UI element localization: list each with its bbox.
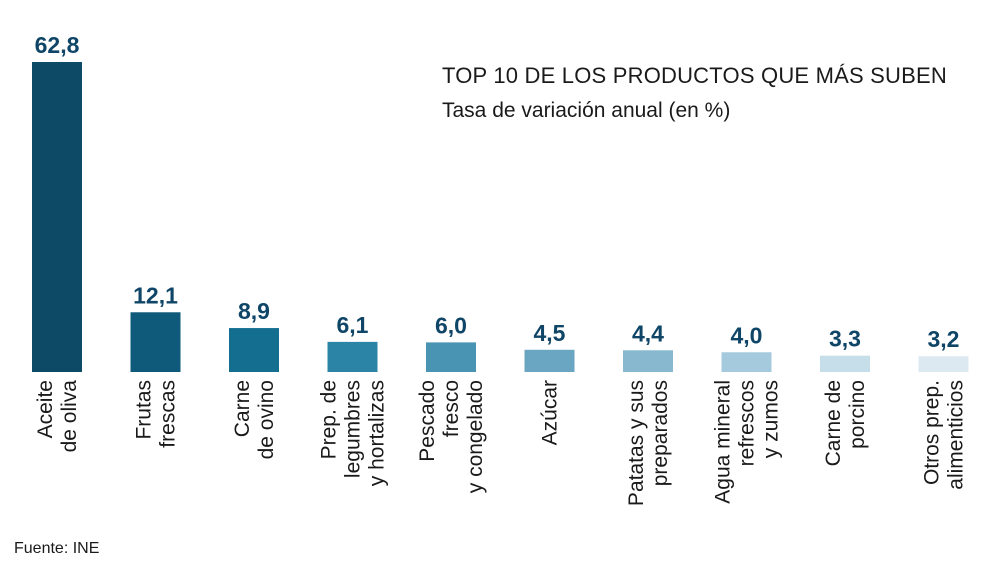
category-label-10: Otros prep. alimenticios: [921, 380, 968, 490]
chart-title: TOP 10 DE LOS PRODUCTOS QUE MÁS SUBEN: [442, 63, 947, 88]
category-label-2-line-2: frescas: [157, 380, 180, 448]
bar-8: [721, 352, 772, 372]
value-label-10: 3,2: [928, 326, 960, 352]
bar-2: [130, 312, 181, 372]
category-label-1-line-1: Aceite: [34, 380, 57, 438]
category-label-9-line-2: porcino: [846, 380, 869, 449]
category-label-5-line-1: Pescado: [416, 380, 439, 462]
value-label-5: 6,0: [435, 312, 467, 338]
bar-7: [623, 350, 673, 372]
value-label-4: 6,1: [337, 312, 369, 338]
category-label-7-line-1: Patatas y sus: [625, 380, 648, 506]
category-label-1: Aceite de oliva: [34, 380, 81, 453]
category-label-4-line-2: legumbres: [342, 380, 365, 478]
value-label-6: 4,5: [534, 320, 566, 346]
category-label-3-line-1: Carne: [231, 380, 254, 437]
bar-4: [327, 341, 378, 372]
bar-1: [32, 62, 82, 372]
category-labels-group: Aceite de oliva Frutas frescas Carne de ovino…: [34, 380, 968, 506]
category-label-2-line-1: Frutas: [133, 380, 156, 440]
category-label-8-line-1: Agua mineral: [712, 380, 735, 504]
category-label-4-line-3: y hortalizas: [366, 380, 389, 486]
value-label-7: 4,4: [632, 320, 664, 346]
value-label-1: 62,8: [35, 32, 80, 58]
bars-group: [32, 62, 969, 372]
value-label-8: 4,0: [731, 322, 763, 348]
bar-5: [426, 342, 476, 372]
category-label-4-line-1: Prep. de: [318, 380, 341, 459]
value-label-3: 8,9: [238, 298, 270, 324]
category-label-8: Agua mineral refrescos y zumos: [712, 380, 783, 504]
chart-subtitle: Tasa de variación anual (en %): [442, 99, 730, 122]
category-label-7: Patatas y sus preparados: [625, 380, 672, 506]
category-label-6-line-1: Azúcar: [539, 380, 562, 445]
category-label-5: Pescado fresco y congelado: [416, 380, 487, 493]
category-label-3: Carne de ovino: [231, 380, 278, 459]
value-labels-group: 62,8 12,1 8,9 6,1 6,0 4,5 4,4 4,0 3,3 3,2: [35, 32, 960, 352]
category-label-9-line-1: Carne de: [822, 380, 845, 466]
category-label-2: Frutas frescas: [133, 380, 180, 448]
source-note: Fuente: INE: [14, 540, 99, 557]
category-label-10-line-2: alimenticios: [945, 380, 968, 490]
category-label-1-line-2: de oliva: [58, 380, 81, 453]
category-label-8-line-3: y zumos: [760, 380, 783, 458]
bar-10: [918, 356, 969, 372]
bar-3: [229, 328, 279, 372]
category-label-8-line-2: refrescos: [736, 380, 759, 466]
bar-6: [524, 349, 575, 372]
category-label-6: Azúcar: [539, 380, 562, 445]
category-label-7-line-2: preparados: [649, 380, 672, 486]
category-label-4: Prep. de legumbres y hortalizas: [318, 380, 389, 486]
category-label-10-line-1: Otros prep.: [921, 380, 944, 485]
category-label-5-line-3: y congelado: [464, 380, 487, 493]
value-label-9: 3,3: [829, 326, 861, 352]
category-label-3-line-2: de ovino: [255, 380, 278, 459]
value-label-2: 12,1: [133, 282, 178, 308]
category-label-5-line-2: fresco: [440, 380, 463, 437]
category-label-9: Carne de porcino: [822, 380, 869, 466]
bar-9: [820, 355, 870, 372]
